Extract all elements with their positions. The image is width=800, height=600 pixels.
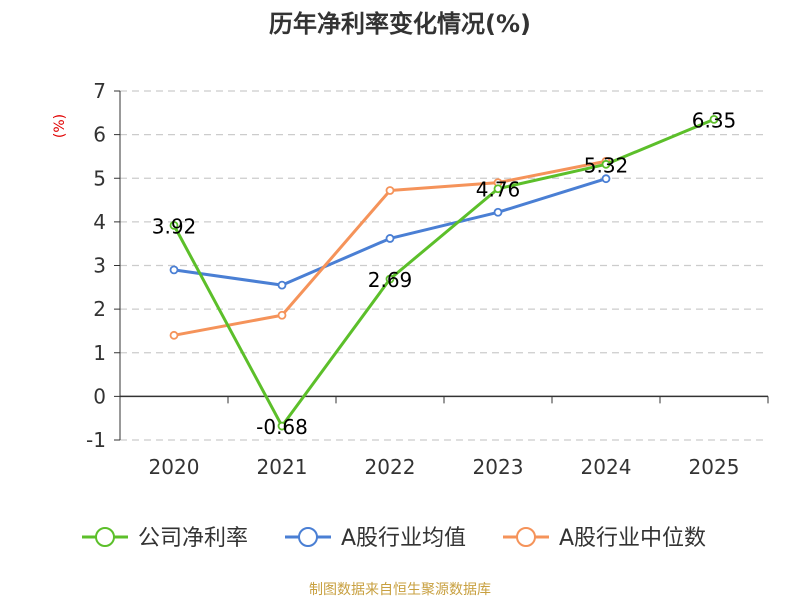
legend-marker [95,527,115,547]
x-tick-label: 2022 [365,455,416,479]
data-point [493,207,503,217]
y-tick-label: 3 [93,254,106,278]
data-label: 4.76 [476,178,521,202]
data-point [169,220,179,230]
data-point [169,330,179,340]
y-tick-label: 2 [93,297,106,321]
data-point [385,274,395,284]
data-point [385,234,395,243]
legend-label: A股行业均值 [341,526,466,551]
data-point [277,310,287,320]
chart-title: 历年净利率变化情况(%) [269,10,531,38]
legend: 公司净利率 A股行业均值 A股行业中位数 [82,526,706,551]
x-tick-label: 2025 [689,455,740,479]
y-axis-label: (%) [52,114,68,138]
data-label: 2.69 [368,268,413,292]
data-point [601,159,611,169]
y-tick-label: 1 [93,341,106,365]
data-point [277,421,287,431]
data-label: 3.92 [152,214,197,238]
series [169,114,719,431]
data-point [169,265,179,275]
y-tick-label: 5 [93,166,106,190]
x-tick-label: 2021 [257,455,308,479]
y-tick-label: -1 [86,428,106,452]
data-label: 5.32 [584,153,629,177]
y-tick-label: 6 [93,123,106,147]
data-point [385,186,395,195]
legend-label: 公司净利率 [138,526,248,551]
x-tick-label: 2023 [473,455,524,479]
data-labels: 3.92 -0.68 2.69 4.76 5.32 6.35 [152,108,737,439]
series-line-0 [172,117,715,428]
data-label: 6.35 [692,108,737,132]
x-tick-label: 2024 [581,455,632,479]
y-tick-label: 0 [93,384,106,408]
y-tick-label: 4 [93,210,106,234]
data-point [601,174,611,184]
y-tick-label: 7 [93,79,106,103]
legend-marker [516,527,536,547]
data-point [493,184,503,194]
x-tick-label: 2020 [149,455,200,479]
grid [120,90,768,441]
data-point [709,114,719,124]
data-label: -0.68 [256,415,308,439]
axes: -1 0 1 2 3 4 5 6 7 2020 2021 2022 2023 2024 2025 [86,79,769,479]
source-note: 制图数据来自恒生聚源数据库 [309,582,491,598]
legend-marker [298,527,318,547]
data-point [277,280,287,290]
legend-label: A股行业中位数 [559,526,706,551]
